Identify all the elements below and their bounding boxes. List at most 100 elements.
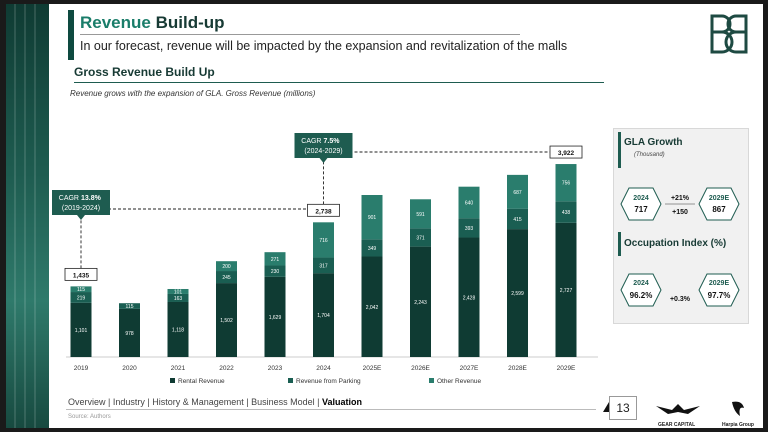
bar-2023-1: [264, 265, 286, 277]
x-tick-2024: 2024: [316, 365, 331, 372]
bar-label-2027E-1: 393: [465, 226, 474, 232]
slide: Revenue Build-up In our forecast, revenu…: [6, 4, 763, 428]
x-tick-2019: 2019: [74, 365, 89, 372]
bar-2019-2: [70, 286, 92, 293]
bar-2025E-1: [361, 239, 383, 257]
gla-right-value: 867: [712, 205, 726, 214]
title-accent: Revenue: [80, 13, 151, 32]
bar-label-2023-1: 230: [271, 269, 280, 275]
gla-title-bar: [618, 132, 621, 168]
occupation-left-year: 2024: [633, 280, 649, 287]
bar-label-2023-0: 1,629: [269, 315, 282, 321]
bar-label-2025E-1: 349: [368, 246, 377, 252]
source-note: Source: Authors: [68, 414, 111, 420]
legend-label-0: Rental Revenue: [178, 378, 225, 385]
cagr-pointer-2: [319, 158, 328, 163]
cagr-value-1: 13.8%: [81, 195, 102, 202]
bar-label-2027E-2: 640: [465, 200, 474, 206]
bar-2022-2: [216, 261, 237, 272]
footer-rule: [66, 409, 596, 410]
nav-active-section[interactable]: Valuation: [321, 397, 362, 407]
bar-label-2022-2: 200: [222, 264, 231, 270]
cagr-box-2: [294, 133, 353, 158]
occupation-right-value: 97.7%: [708, 291, 731, 300]
bar-label-2029E-1: 438: [562, 210, 571, 216]
bar-label-2029E-0: 2,727: [560, 288, 573, 294]
bar-2022-1: [216, 271, 237, 284]
kpi-hexagons: 2024 717 2029E 867 +21% +150 2024 96.2% …: [620, 187, 740, 307]
bar-2026E-0: [410, 246, 431, 357]
x-tick-2022: 2022: [219, 365, 234, 372]
legend-label-1: Revenue from Parking: [296, 378, 361, 385]
occupation-left-hexagon: [620, 273, 662, 307]
bar-2020-1: [119, 303, 140, 309]
occupation-right-hexagon: [698, 273, 740, 307]
x-tick-2021: 2021: [171, 365, 186, 372]
cagr-label-2: CAGR: [301, 138, 321, 145]
bar-2027E-0: [458, 237, 480, 357]
total-label-2019: 1,435: [73, 272, 90, 279]
page-subtitle: In our forecast, revenue will be impacte…: [80, 39, 568, 53]
bar-label-2026E-1: 371: [416, 235, 425, 241]
bar-2024-0: [313, 273, 334, 357]
x-tick-2028E: 2028E: [508, 365, 527, 372]
brand-left-label: GEAR CAPITAL: [658, 422, 696, 428]
gla-delta-abs: +150: [672, 209, 688, 216]
page-number: 13: [609, 396, 637, 420]
total-label-2024: 2,738: [315, 208, 332, 215]
bar-2022-0: [216, 283, 237, 357]
gla-left-hexagon: [620, 187, 662, 221]
section-title: Gross Revenue Build Up: [74, 65, 215, 79]
cagr-label-1: CAGR: [59, 195, 79, 202]
cagr-value-2: 7.5%: [324, 138, 341, 145]
bar-label-2021-0: 1,118: [172, 327, 184, 333]
gla-left-year: 2024: [633, 195, 649, 202]
bar-label-2023-2: 271: [271, 257, 280, 263]
bar-2025E-2: [361, 195, 383, 240]
bar-2021-2: [167, 288, 189, 294]
legend-swatch-2: [429, 378, 434, 383]
bar-2028E-0: [507, 229, 528, 357]
company-logo-icon: [710, 14, 748, 54]
bar-2023-2: [264, 252, 286, 266]
occupation-delta: +0.3%: [670, 296, 691, 303]
harpia-logo-icon: [732, 401, 744, 416]
eagle-logo-icon: [656, 404, 700, 414]
occupation-right-year: 2029E: [709, 280, 730, 287]
left-decorative-band: [6, 4, 49, 428]
bar-label-2025E-0: 2,042: [366, 305, 379, 311]
bar-label-2029E-2: 756: [562, 181, 571, 187]
bar-label-2028E-2: 687: [513, 190, 522, 196]
section-navigation: Overview | Industry | History & Manageme…: [68, 397, 362, 407]
bar-label-2028E-1: 415: [513, 217, 522, 223]
bar-2024-1: [313, 257, 334, 274]
gla-left-value: 717: [634, 205, 648, 214]
bar-2025E-0: [361, 256, 383, 357]
bar-2028E-2: [507, 174, 528, 209]
bar-2020-0: [119, 308, 140, 357]
occupation-left-value: 96.2%: [630, 291, 653, 300]
bar-2019-1: [70, 292, 92, 303]
bar-label-2024-1: 317: [319, 263, 328, 269]
title-rule: [80, 34, 520, 35]
bar-label-2021-2: 101: [174, 289, 183, 295]
legend-label-2: Other Revenue: [437, 378, 481, 385]
bar-2021-0: [167, 301, 189, 357]
bar-2026E-1: [410, 228, 431, 247]
bar-label-2019-1: 219: [77, 295, 86, 301]
gla-delta-pct: +21%: [671, 195, 690, 202]
bar-label-2022-0: 1,502: [220, 318, 233, 324]
legend-swatch-1: [288, 378, 293, 383]
cagr-period-2: (2024-2029): [304, 148, 342, 155]
x-tick-2025E: 2025E: [363, 365, 382, 372]
bar-label-2026E-0: 2,243: [414, 300, 427, 306]
cagr-box-1: [52, 190, 110, 215]
bar-2021-1: [167, 293, 189, 302]
bar-2029E-2: [555, 164, 577, 202]
bar-label-2020-0: 978: [125, 331, 134, 337]
nav-sections[interactable]: Overview | Industry | History & Manageme…: [68, 397, 322, 407]
bar-2023-0: [264, 276, 286, 357]
x-tick-2023: 2023: [268, 365, 283, 372]
legend-swatch-0: [170, 378, 175, 383]
